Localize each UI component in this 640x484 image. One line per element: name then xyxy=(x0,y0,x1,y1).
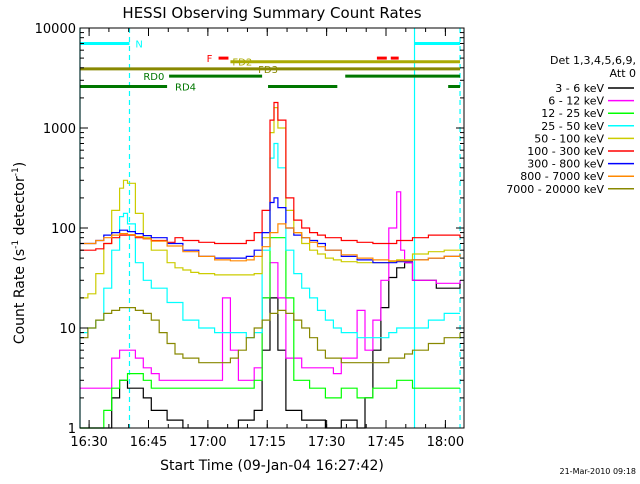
x-tick-label-5: 17:45 xyxy=(367,435,404,450)
chart-title: HESSI Observing Summary Count Rates xyxy=(122,4,421,22)
legend-label-7: 800 - 7000 keV xyxy=(520,170,604,183)
y-axis-label-end: ) xyxy=(12,162,28,167)
y-tick-label-3: 1000 xyxy=(43,122,76,137)
segment-label-f: F xyxy=(207,54,213,65)
y-axis-label: Count Rate (s-1 detector-1) xyxy=(11,162,28,344)
series-line-0 xyxy=(80,262,461,429)
legend-label-0: 3 - 6 keV xyxy=(555,82,604,95)
segment-label-n: N xyxy=(135,39,142,50)
series-line-1 xyxy=(80,191,461,389)
observing-segments: N F FD2 FD3 RD0 RD4 xyxy=(80,39,461,94)
x-tick-label-0: 16:30 xyxy=(70,435,107,450)
x-tick-label-2: 17:00 xyxy=(189,435,226,450)
plot-area xyxy=(80,28,464,428)
legend-header-1: Att 0 xyxy=(610,67,636,80)
y-tick-label-0: 1 xyxy=(68,422,76,437)
y-axis-label-mid: detector xyxy=(12,176,28,240)
legend-header-0: Det 1,3,4,5,6,9, xyxy=(550,54,636,67)
segment-label-fd2: FD2 xyxy=(232,58,252,69)
segment-label-rd4: RD4 xyxy=(175,83,196,94)
series-line-7 xyxy=(80,223,461,262)
legend-label-8: 7000 - 20000 keV xyxy=(506,183,604,196)
y-tick-label-4: 10000 xyxy=(35,22,76,37)
series-line-8 xyxy=(80,307,461,364)
plot-background xyxy=(80,28,464,428)
y-tick-label-1: 10 xyxy=(59,322,76,337)
legend-label-6: 300 - 800 keV xyxy=(527,158,604,171)
legend-label-4: 50 - 100 keV xyxy=(534,132,604,145)
segment-label-fd3: FD3 xyxy=(258,65,278,76)
legend-label-2: 12 - 25 keV xyxy=(541,107,604,120)
y-tick-label-2: 100 xyxy=(51,222,76,237)
x-tick-label-6: 18:00 xyxy=(427,435,464,450)
axes: 16:30 16:45 17:00 17:15 17:30 17:45 18:00 1 10 10… xyxy=(35,22,465,450)
y-axis-label-sup2: -1 xyxy=(11,167,21,176)
timestamp: 21-Mar-2010 09:18 xyxy=(560,467,637,476)
y-axis-label-main: Count Rate (s xyxy=(12,249,28,344)
series-line-2 xyxy=(80,237,460,429)
legend-label-5: 100 - 300 keV xyxy=(527,145,604,158)
segment-label-rd0: RD0 xyxy=(143,72,164,83)
legend-label-3: 25 - 50 keV xyxy=(541,120,604,133)
legend-label-1: 6 - 12 keV xyxy=(548,95,604,108)
series-line-5 xyxy=(80,101,461,251)
x-tick-label-3: 17:15 xyxy=(249,435,286,450)
y-axis-label-sup1: -1 xyxy=(11,240,21,249)
series-line-6 xyxy=(80,197,461,264)
x-tick-label-1: 16:45 xyxy=(130,435,167,450)
x-tick-label-4: 17:30 xyxy=(308,435,345,450)
series-line-4 xyxy=(80,107,460,299)
x-axis-label: Start Time (09-Jan-04 16:27:42) xyxy=(160,458,384,474)
series-lines xyxy=(80,101,461,429)
